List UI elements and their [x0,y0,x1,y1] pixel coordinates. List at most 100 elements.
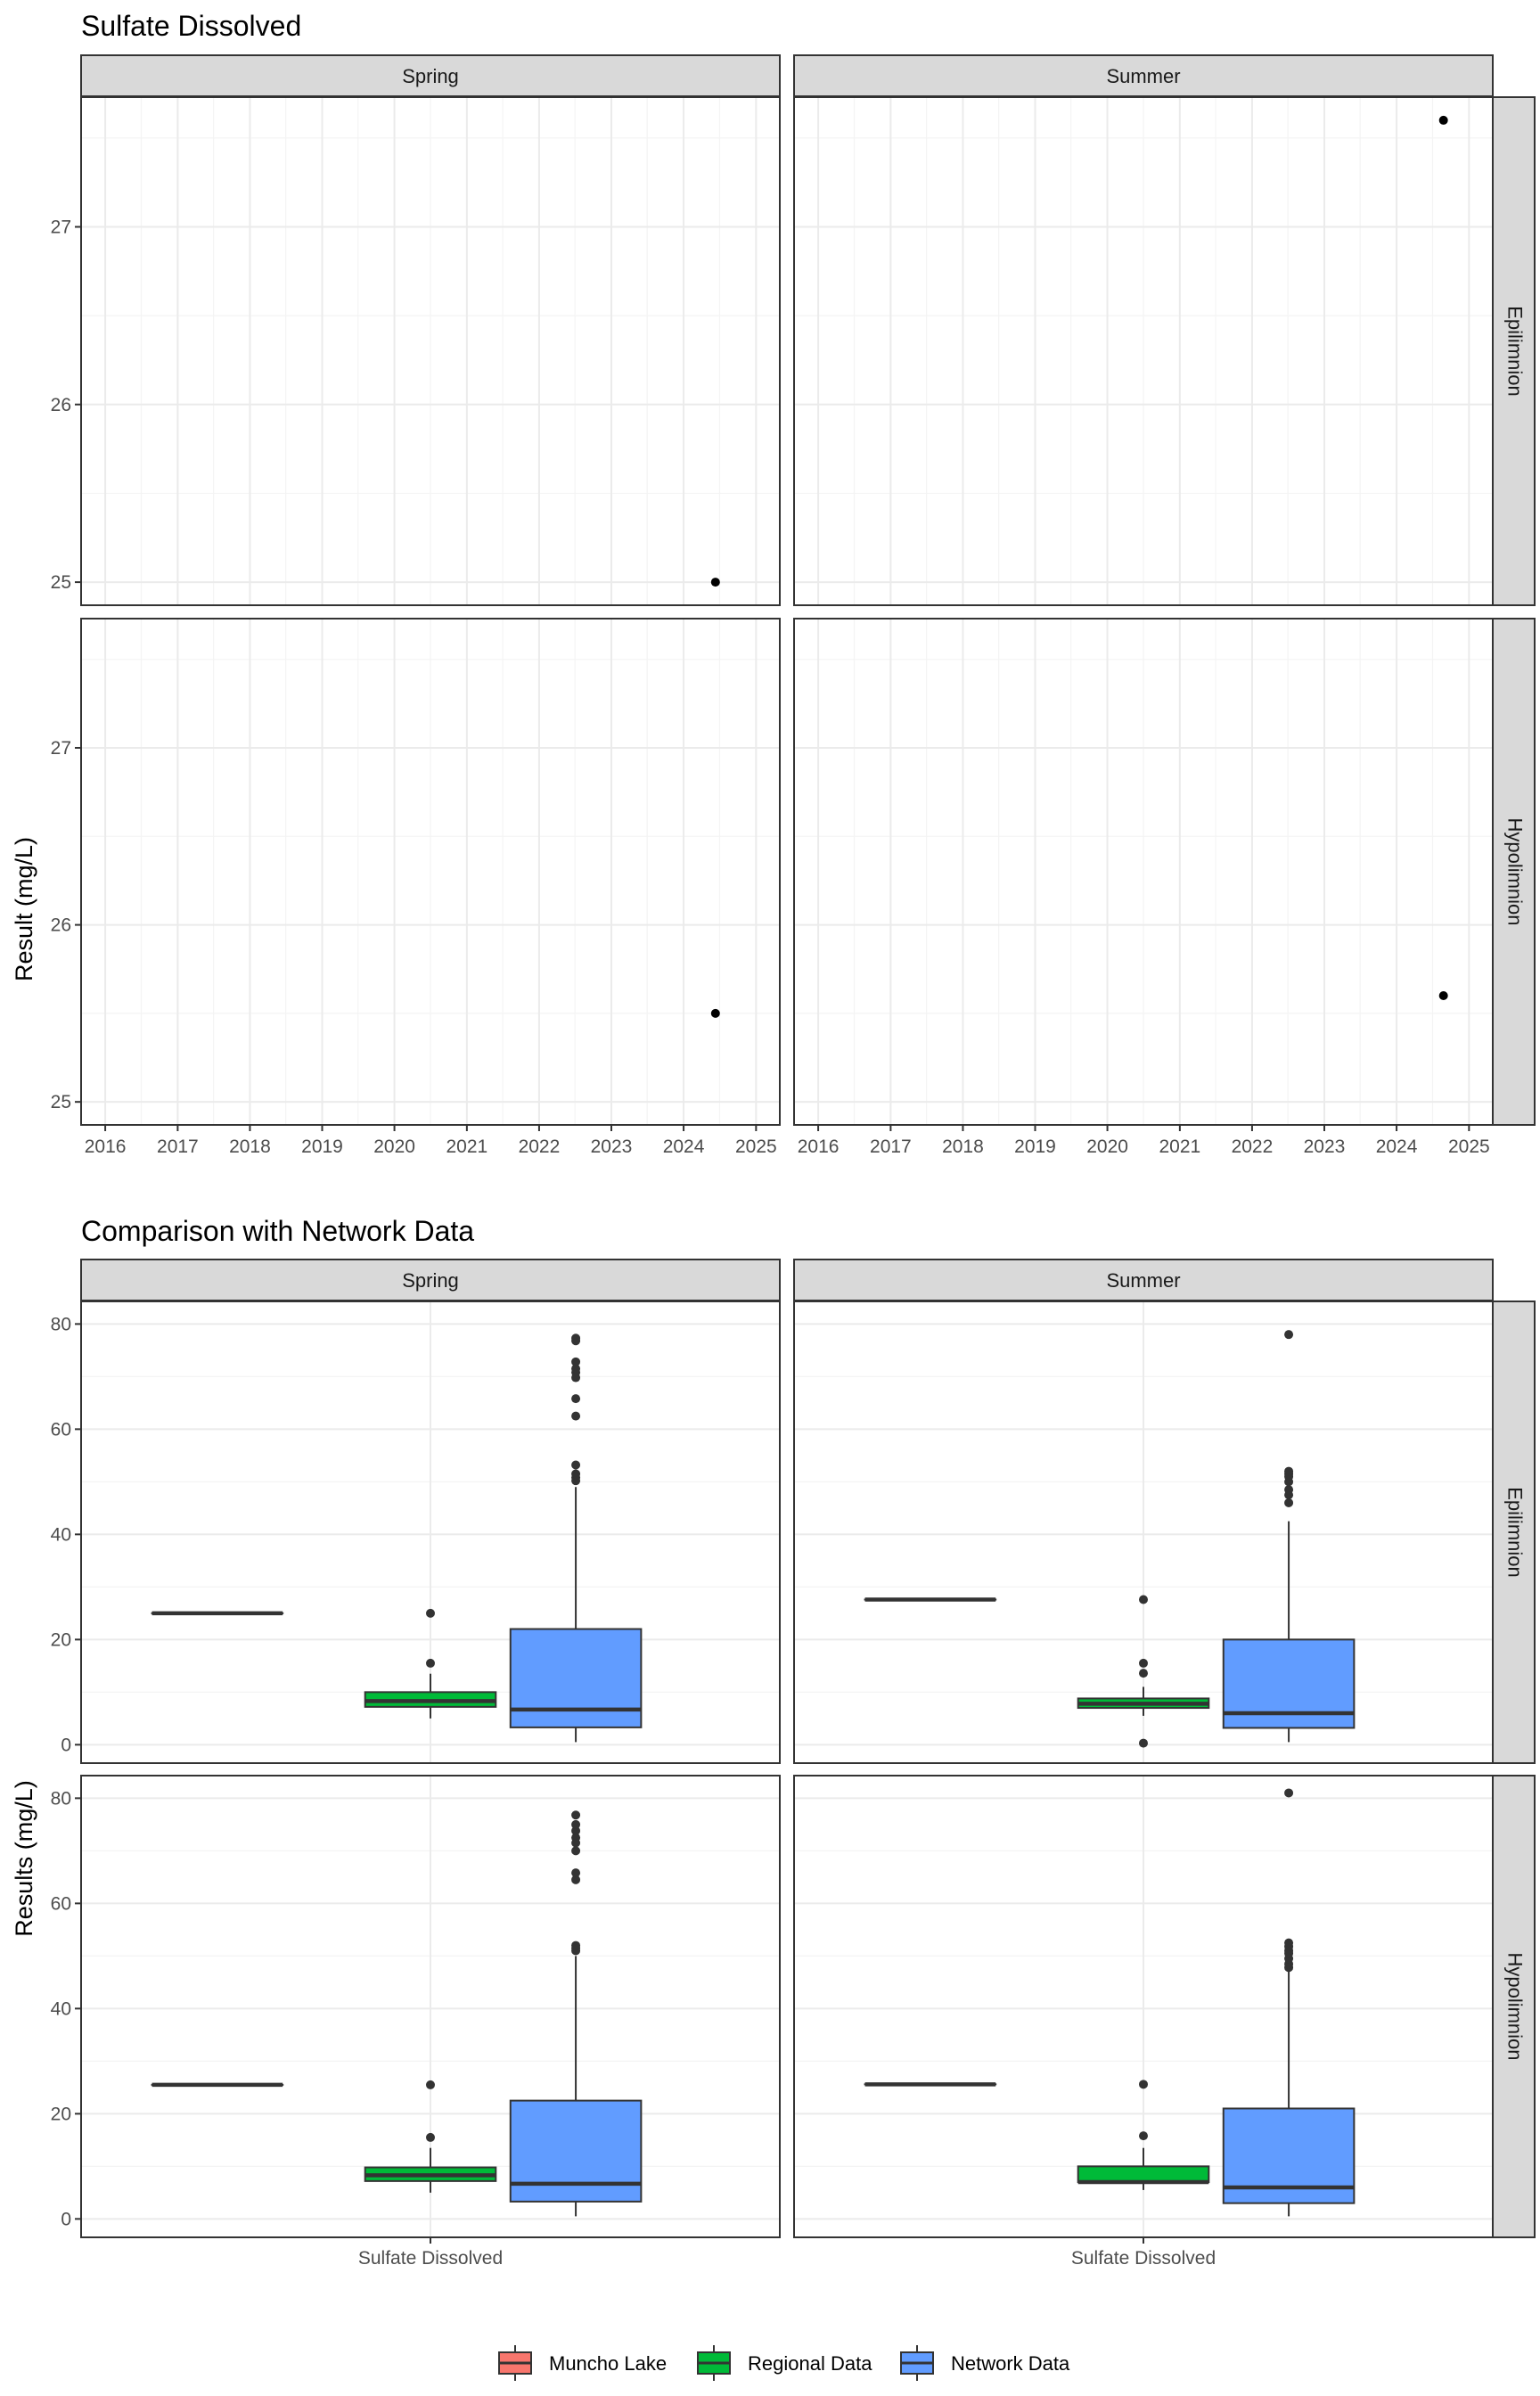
boxplot-y-tick-label: 20 [51,1629,71,1650]
boxplot-spring-epilimnion-box-network-data [509,1333,643,1743]
boxplot-x-tick-label: Sulfate Dissolved [1071,2248,1216,2269]
legend-label-network-data: Network Data [951,2352,1070,2375]
boxplot-y-tick-label: 60 [51,1419,71,1440]
boxplot-summer-hypolimnion-box-regional-data-outlier [1139,2131,1148,2141]
boxplot-summer-epilimnion-box-network-data-outlier [1284,1485,1294,1495]
scatter-x-tick-label: 2023 [1304,1136,1346,1157]
scatter-x-tick-label: 2019 [301,1136,343,1157]
scatter-y-tick-label: 25 [51,572,71,593]
boxplot-spring-hypolimnion-box-regional-data-outlier [426,2132,435,2142]
scatter-x-tick-label: 2021 [446,1136,488,1157]
boxplot-spring-epilimnion-box-regional-data-outlier [426,1608,435,1618]
boxplot-y-tick-label: 40 [51,1998,71,2019]
boxplot-spring-epilimnion-box-network-data-outlier [571,1357,581,1366]
scatter-strip-label-summer: Summer [1106,65,1180,87]
scatter-x-tick-label: 2021 [1159,1136,1201,1157]
scatter-summer-hypolimnion-panel [793,618,1494,1126]
scatter-y-tick-label: 26 [51,915,71,936]
boxplot-summer-hypolimnion-box-network-data-outlier [1284,1788,1294,1798]
scatter-x-tick-label: 2025 [1448,1136,1490,1157]
boxplot-spring-hypolimnion-panel [80,1775,781,2238]
scatter-spring-epilimnion-data-point [710,578,720,587]
boxplot-spring-epilimnion-box-network-data-outlier [571,1364,581,1374]
legend-key-regional-data [697,2345,731,2381]
scatter-x-tick-label: 2020 [1086,1136,1128,1157]
scatter-strip-spring [80,54,781,97]
scatter-strip-summer [793,54,1494,97]
scatter-x-tick-label: 2017 [157,1136,199,1157]
boxplot-strip-spring [80,1259,781,1301]
boxplot-spring-hypolimnion-box-network-data-outlier [571,1846,581,1856]
scatter-strip-epilimnion [1492,96,1536,606]
boxplot-spring-epilimnion-box-regional-data-outlier [426,1658,435,1668]
scatter-spring-hypolimnion-data-point [710,1008,720,1018]
boxplot-strip-hypolimnion [1492,1775,1536,2238]
boxplot-summer-hypolimnion-box-regional-data-iqr [1077,2165,1210,2184]
legend-key-muncho-lake [498,2345,532,2381]
scatter-strip-label-epilimnion: Epilimnion [1504,306,1527,397]
scatter-x-tick-label: 2023 [591,1136,633,1157]
boxplot-summer-epilimnion-box-regional-data-outlier [1139,1658,1148,1668]
boxplot-summer-hypolimnion-box-network-data-outlier [1284,1938,1294,1948]
scatter-y-tick-label: 27 [51,217,71,237]
legend-key-network-data [900,2345,934,2381]
scatter-x-tick-label: 2019 [1014,1136,1056,1157]
boxplot-spring-hypolimnion-box-network-data-outlier [571,1826,581,1835]
boxplot-x-tick-label: Sulfate Dissolved [358,2248,503,2269]
scatter-y-tick-label: 26 [51,395,71,415]
scatter-x-tick-label: 2016 [798,1136,840,1157]
boxplot-spring-hypolimnion-box-network-data-outlier [571,1810,581,1820]
boxplot-summer-epilimnion-box-regional-data-outlier [1139,1595,1148,1604]
scatter-x-tick-label: 2022 [1232,1136,1274,1157]
scatter-spring-epilimnion-panel [80,96,781,606]
scatter-plot-title: Sulfate Dissolved [81,10,301,42]
scatter-summer-epilimnion-border [793,96,1494,606]
boxplot-summer-epilimnion-border [793,1301,1494,1764]
boxplot-spring-epilimnion-box-network-data-outlier [571,1394,581,1404]
legend-label-regional-data: Regional Data [748,2352,872,2375]
boxplot-summer-epilimnion-box-network-data [1222,1330,1356,1743]
boxplot-summer-epilimnion-box-regional-data [1077,1595,1210,1748]
boxplot-strip-label-spring: Spring [402,1269,459,1292]
boxplot-spring-hypolimnion-box-network-data-outlier [571,1875,581,1884]
boxplot-spring-hypolimnion-box-network-data-outlier [571,1833,581,1842]
scatter-facet-grid: Spring Summer Epilimnion Hypolimnion 25 26 27 2… [51,54,1536,1157]
boxplot-summer-epilimnion-box-network-data-outlier [1284,1330,1294,1340]
boxplot-spring-epilimnion-border [80,1301,781,1764]
scatter-summer-epilimnion-panel [793,96,1494,606]
scatter-y-axis-title: Result (mg/L) [11,837,37,981]
boxplot-summer-epilimnion-panel [793,1301,1494,1764]
boxplot-spring-hypolimnion-box-network-data-iqr [509,2099,643,2203]
boxplot-facet-grid: Spring Summer Epilimnion Hypolimnion 0 20 40 60… [51,1259,1536,2269]
boxplot-spring-hypolimnion-box-network-data-outlier [571,1941,581,1950]
scatter-x-tick-label: 2017 [870,1136,912,1157]
boxplot-summer-epilimnion-box-network-data-outlier [1284,1466,1294,1476]
boxplot-spring-epilimnion-box-network-data-outlier [571,1411,581,1421]
scatter-strip-label-spring: Spring [402,65,459,87]
boxplot-summer-hypolimnion-box-regional-data [1077,2080,1210,2190]
boxplot-y-tick-label: 20 [51,2104,71,2124]
scatter-x-tick-label: 2024 [1376,1136,1418,1157]
scatter-x-tick-label: 2018 [229,1136,271,1157]
boxplot-summer-epilimnion-box-regional-data-outlier [1139,1669,1148,1678]
boxplot-y-tick-label: 0 [61,2209,71,2229]
boxplot-summer-hypolimnion-box-regional-data-outlier [1139,2080,1148,2089]
scatter-summer-hypolimnion-border [793,618,1494,1126]
scatter-spring-hypolimnion-panel [80,618,781,1126]
scatter-x-tick-label: 2024 [663,1136,705,1157]
boxplot-spring-hypolimnion-box-regional-data [364,2080,497,2193]
boxplot-spring-epilimnion-box-network-data-outlier [571,1460,581,1470]
boxplot-spring-epilimnion-box-network-data-outlier [571,1469,581,1479]
boxplot-y-tick-label: 40 [51,1524,71,1545]
scatter-summer-epilimnion-data-point [1438,115,1448,125]
scatter-spring-hypolimnion-border [80,618,781,1126]
boxplot-summer-epilimnion-box-regional-data-outlier [1139,1738,1148,1748]
scatter-x-tick-label: 2025 [735,1136,777,1157]
boxplot-summer-hypolimnion-panel [793,1775,1494,2238]
boxplot-spring-hypolimnion-box-network-data [509,1810,643,2217]
scatter-strip-hypolimnion [1492,618,1536,1126]
scatter-y-tick-label: 25 [51,1092,71,1112]
boxplot-title: Comparison with Network Data [81,1215,474,1247]
boxplot-spring-hypolimnion-box-network-data-outlier [571,1868,581,1878]
